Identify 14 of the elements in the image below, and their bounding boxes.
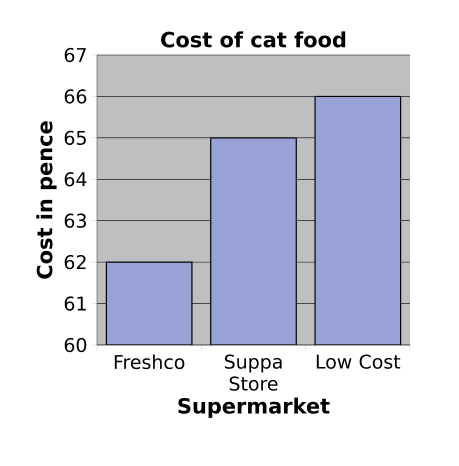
chart-title: Cost of cat food (161, 31, 346, 48)
x-tick-label: Freshco (114, 354, 184, 370)
y-tick-label: 65 (64, 130, 86, 146)
y-tick-label: 60 (64, 338, 86, 352)
y-tick-label: 61 (64, 296, 86, 311)
y-tick-label: 63 (64, 214, 86, 228)
y-tick-label: 67 (64, 48, 86, 62)
x-tick-label: Suppa Store (224, 354, 282, 391)
x-tick-label: Low Cost (316, 354, 400, 369)
y-tick-label: 62 (64, 254, 86, 270)
y-axis-title: Cost in pence (36, 121, 57, 279)
y-tick-label: 64 (64, 172, 86, 186)
y-tick-label: 66 (64, 89, 86, 104)
x-axis-title: Supermarket (178, 398, 330, 418)
